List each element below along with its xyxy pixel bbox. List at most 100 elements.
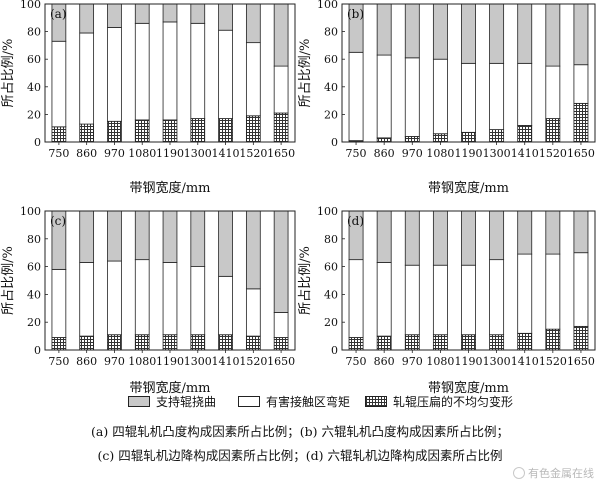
bar-segment bbox=[404, 264, 420, 336]
bar-segment bbox=[489, 334, 505, 351]
y-axis-label: 所占比例/% bbox=[298, 39, 313, 108]
bar-segment bbox=[432, 58, 448, 135]
x-axis-label: 带钢宽度/mm bbox=[428, 180, 509, 196]
legend-label: 轧辊压扁的不均匀变形 bbox=[393, 395, 514, 409]
y-tick-label: 40 bbox=[27, 81, 41, 94]
bar-segment bbox=[489, 3, 505, 64]
bar-segment bbox=[190, 118, 206, 143]
x-tick-label: 1520 bbox=[539, 355, 567, 368]
bar-segment bbox=[273, 3, 289, 67]
bar-segment bbox=[376, 210, 392, 263]
bar-segment bbox=[489, 129, 505, 143]
x-tick-label: 1190 bbox=[156, 355, 184, 368]
bar-segment bbox=[134, 259, 150, 336]
x-tick-label: 860 bbox=[374, 355, 395, 368]
bar-segment bbox=[162, 21, 178, 121]
x-tick-label: 1650 bbox=[267, 147, 295, 160]
bar-segment bbox=[162, 334, 178, 351]
bar-segment bbox=[107, 3, 122, 28]
bar-segment bbox=[273, 337, 289, 351]
y-tick-label: 40 bbox=[324, 81, 338, 94]
bar-segment bbox=[134, 22, 150, 121]
bar-segment bbox=[489, 259, 505, 336]
y-tick-label: 100 bbox=[317, 0, 338, 11]
bar-segment bbox=[404, 3, 420, 59]
bar-segment bbox=[107, 260, 122, 336]
bar-segment bbox=[134, 210, 150, 261]
x-tick-label: 1190 bbox=[455, 355, 483, 368]
caption-line-2: (c) 四辊轧机边降构成因素所占比例；(d) 六辊轧机边降构成因素所占比例 bbox=[97, 448, 503, 463]
bar-segment bbox=[79, 262, 95, 337]
bar-segment bbox=[461, 131, 476, 143]
y-axis-label: 所占比例/% bbox=[298, 246, 313, 315]
x-tick-label: 1520 bbox=[539, 147, 567, 160]
caption-line-1: (a) 四辊轧机凸度构成因素所占比例；(b) 六辊轧机凸度构成因素所占比例； bbox=[91, 424, 509, 439]
y-tick-label: 80 bbox=[27, 26, 41, 39]
plot-frame bbox=[44, 210, 296, 351]
panel-label: (c) bbox=[50, 214, 66, 228]
bar-segment bbox=[134, 3, 150, 24]
bar-segment bbox=[489, 62, 505, 130]
x-tick-label: 1080 bbox=[426, 355, 454, 368]
legend-swatch-hatched bbox=[365, 396, 387, 407]
bar-segment bbox=[432, 210, 448, 266]
y-axis-label: 所占比例/% bbox=[1, 39, 16, 108]
bar-segment bbox=[461, 334, 476, 351]
y-tick-label: 80 bbox=[324, 233, 338, 246]
bar-segment bbox=[190, 210, 206, 267]
x-tick-label: 1410 bbox=[212, 355, 240, 368]
y-tick-label: 80 bbox=[324, 26, 338, 39]
x-tick-label: 750 bbox=[48, 147, 69, 160]
bar-segment bbox=[107, 27, 122, 122]
watermark: 有色金属在线 bbox=[513, 465, 594, 481]
x-axis-label: 带钢宽度/mm bbox=[129, 380, 210, 396]
bar-segment bbox=[573, 64, 589, 104]
bar-segment bbox=[245, 3, 261, 44]
bar-segment bbox=[376, 137, 392, 143]
bar-segment bbox=[348, 337, 364, 351]
bar-segment bbox=[461, 3, 476, 64]
bar-segment bbox=[348, 259, 364, 338]
y-axis-label: 所占比例/% bbox=[1, 246, 16, 315]
bar-segment bbox=[51, 268, 67, 338]
y-tick-label: 100 bbox=[20, 205, 41, 218]
watermark-text: 有色金属在线 bbox=[528, 467, 594, 480]
y-tick-label: 0 bbox=[331, 344, 338, 357]
bar-segment bbox=[573, 252, 589, 327]
legend-label: 支持辊挠曲 bbox=[156, 395, 217, 409]
x-tick-label: 1300 bbox=[184, 147, 212, 160]
panel-label: (b) bbox=[347, 7, 364, 21]
bar-segment bbox=[245, 288, 261, 337]
bar-segment bbox=[79, 3, 95, 34]
x-tick-label: 1650 bbox=[567, 147, 595, 160]
x-tick-label: 1650 bbox=[267, 355, 295, 368]
figure: 750 860 970 1080 1190 1300 1410 1520 16500204060… bbox=[1, 0, 596, 396]
legend: 支持辊挠曲 有害接触区弯矩 轧辊压扁的不均匀变形 bbox=[0, 393, 600, 413]
bar-segment bbox=[190, 22, 206, 119]
legend-item-roll-flattening: 轧辊压扁的不均匀变形 bbox=[365, 393, 513, 410]
bar-segment bbox=[245, 42, 261, 117]
bar-segment bbox=[51, 40, 67, 128]
bar-segment bbox=[218, 29, 233, 119]
bar-segment bbox=[432, 264, 448, 336]
panel-label: (a) bbox=[50, 7, 67, 21]
bar-segment bbox=[190, 3, 206, 24]
x-tick-label: 970 bbox=[402, 147, 423, 160]
bar-segment bbox=[573, 3, 589, 66]
bar-segment bbox=[517, 253, 533, 334]
bar-segment bbox=[162, 119, 178, 143]
bar-segment bbox=[573, 325, 589, 351]
y-tick-label: 60 bbox=[324, 53, 338, 66]
bar-segment bbox=[245, 210, 261, 290]
x-tick-label: 1080 bbox=[128, 147, 156, 160]
y-tick-label: 20 bbox=[324, 316, 338, 329]
legend-swatch-white bbox=[238, 396, 260, 407]
bar-segment bbox=[461, 264, 476, 336]
bar-segment bbox=[517, 125, 533, 143]
x-tick-label: 1080 bbox=[426, 147, 454, 160]
x-tick-label: 970 bbox=[402, 355, 423, 368]
x-tick-label: 970 bbox=[104, 355, 125, 368]
y-tick-label: 80 bbox=[27, 233, 41, 246]
y-tick-label: 20 bbox=[27, 316, 41, 329]
bar-segment bbox=[376, 3, 392, 56]
